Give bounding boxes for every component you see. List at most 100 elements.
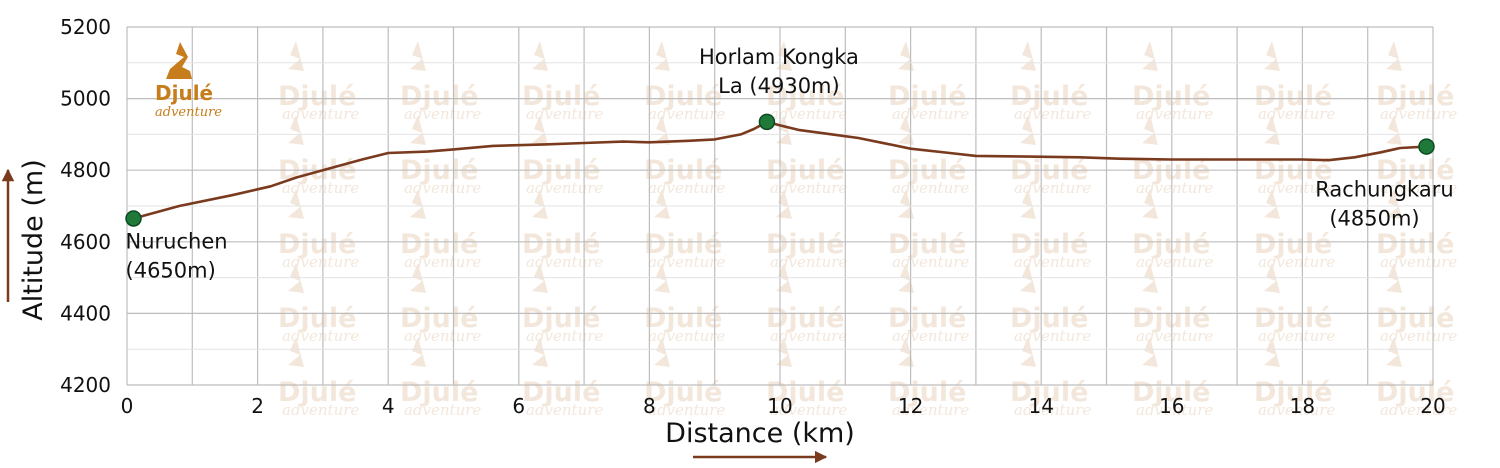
svg-text:Djulé: Djulé bbox=[1254, 81, 1332, 112]
svg-text:adventure: adventure bbox=[892, 401, 969, 419]
x-tick-label: 14 bbox=[1028, 394, 1053, 418]
svg-text:adventure: adventure bbox=[1258, 105, 1335, 123]
svg-text:Djulé: Djulé bbox=[1010, 303, 1088, 334]
svg-text:adventure: adventure bbox=[892, 179, 969, 197]
svg-text:adventure: adventure bbox=[892, 327, 969, 345]
svg-text:adventure: adventure bbox=[404, 179, 481, 197]
svg-text:adventure: adventure bbox=[1380, 105, 1457, 123]
x-tick-label: 18 bbox=[1290, 394, 1315, 418]
x-tick-label: 6 bbox=[512, 394, 525, 418]
x-tick-label: 10 bbox=[767, 394, 792, 418]
svg-text:Djulé: Djulé bbox=[1010, 81, 1088, 112]
logo-brand: Djulé bbox=[155, 81, 213, 105]
svg-text:Djulé: Djulé bbox=[278, 229, 356, 260]
svg-text:adventure: adventure bbox=[1380, 401, 1457, 419]
waypoint-label: Rachungkaru bbox=[1315, 178, 1453, 202]
svg-text:adventure: adventure bbox=[282, 105, 359, 123]
svg-text:adventure: adventure bbox=[1136, 105, 1213, 123]
svg-text:adventure: adventure bbox=[770, 179, 847, 197]
svg-text:adventure: adventure bbox=[1014, 253, 1091, 271]
x-tick-label: 4 bbox=[382, 394, 395, 418]
svg-text:Djulé: Djulé bbox=[522, 377, 600, 408]
x-tick-label: 0 bbox=[121, 394, 134, 418]
waypoint-label: (4650m) bbox=[126, 259, 216, 283]
svg-text:adventure: adventure bbox=[1380, 253, 1457, 271]
svg-text:Djulé: Djulé bbox=[400, 303, 478, 334]
waypoint-marker bbox=[1418, 138, 1435, 155]
svg-text:adventure: adventure bbox=[1380, 179, 1457, 197]
svg-text:Djulé: Djulé bbox=[644, 303, 722, 334]
y-tick-label: 4600 bbox=[60, 230, 111, 254]
svg-text:Djulé: Djulé bbox=[766, 229, 844, 260]
svg-text:adventure: adventure bbox=[1136, 253, 1213, 271]
svg-text:Djulé: Djulé bbox=[766, 377, 844, 408]
tick-labels: 0 2 4 6 8 10 12 14 16 18 20 4200 4400 4600 4800 5000 520… bbox=[60, 15, 1446, 418]
svg-text:Djulé: Djulé bbox=[888, 229, 966, 260]
y-tick-label: 4400 bbox=[60, 301, 111, 325]
svg-text:Djulé: Djulé bbox=[888, 377, 966, 408]
svg-text:adventure: adventure bbox=[892, 253, 969, 271]
svg-text:Djulé: Djulé bbox=[400, 229, 478, 260]
svg-text:adventure: adventure bbox=[1014, 401, 1091, 419]
svg-text:adventure: adventure bbox=[526, 327, 603, 345]
svg-text:adventure: adventure bbox=[526, 105, 603, 123]
x-tick-label: 8 bbox=[643, 394, 656, 418]
svg-text:adventure: adventure bbox=[1258, 253, 1335, 271]
points-layer: Nuruchen (4650m) Horlam Kongka La (4930m) Ra… bbox=[125, 45, 1454, 283]
svg-text:Djulé: Djulé bbox=[1376, 377, 1454, 408]
svg-text:adventure: adventure bbox=[404, 401, 481, 419]
svg-text:Djulé: Djulé bbox=[766, 303, 844, 334]
waypoint-label: Nuruchen bbox=[126, 230, 228, 254]
svg-text:Djulé: Djulé bbox=[644, 377, 722, 408]
svg-text:Djulé: Djulé bbox=[400, 377, 478, 408]
waypoint-label: (4850m) bbox=[1329, 207, 1419, 231]
waypoint-label: La (4930m) bbox=[718, 74, 840, 98]
x-tick-label: 16 bbox=[1159, 394, 1184, 418]
svg-text:adventure: adventure bbox=[648, 401, 725, 419]
waypoint-marker bbox=[125, 210, 142, 227]
svg-text:Djulé: Djulé bbox=[400, 81, 478, 112]
svg-text:Djulé: Djulé bbox=[1376, 303, 1454, 334]
svg-text:adventure: adventure bbox=[1380, 327, 1457, 345]
svg-text:adventure: adventure bbox=[770, 327, 847, 345]
svg-text:adventure: adventure bbox=[1014, 179, 1091, 197]
svg-text:Djulé: Djulé bbox=[278, 303, 356, 334]
svg-text:Djulé: Djulé bbox=[522, 229, 600, 260]
svg-text:adventure: adventure bbox=[526, 401, 603, 419]
svg-text:Djulé: Djulé bbox=[278, 377, 356, 408]
y-axis-title: Altitude (m) bbox=[18, 159, 49, 320]
svg-text:Djulé: Djulé bbox=[888, 81, 966, 112]
svg-text:adventure: adventure bbox=[770, 401, 847, 419]
svg-text:adventure: adventure bbox=[526, 179, 603, 197]
